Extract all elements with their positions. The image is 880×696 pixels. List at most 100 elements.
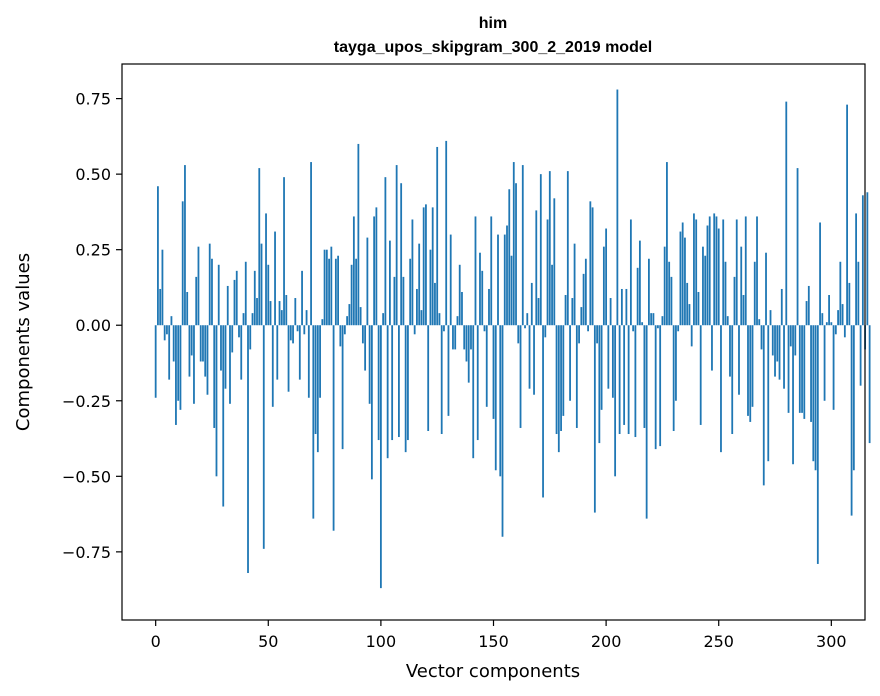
bar	[850, 325, 853, 516]
bar	[283, 177, 285, 326]
bar	[566, 171, 569, 326]
bar	[479, 252, 481, 326]
bar	[377, 325, 380, 441]
bar	[404, 325, 407, 453]
bar	[458, 264, 461, 326]
bar	[600, 325, 603, 410]
bar	[393, 276, 396, 326]
bar	[407, 325, 409, 441]
bar	[226, 285, 229, 326]
bar	[607, 325, 610, 389]
bar	[533, 325, 535, 395]
bar	[472, 325, 475, 459]
bar	[251, 313, 254, 326]
bar	[359, 307, 362, 326]
bar	[483, 325, 486, 332]
bar	[582, 273, 585, 326]
bar	[584, 258, 587, 326]
bar	[762, 325, 765, 486]
bar	[672, 325, 675, 431]
bar	[247, 325, 249, 574]
bar	[337, 255, 339, 326]
bar	[632, 325, 635, 332]
bar	[249, 325, 252, 350]
bar	[726, 316, 729, 326]
bar	[841, 304, 844, 326]
bar	[366, 237, 369, 326]
bar	[244, 261, 247, 326]
bar	[307, 325, 310, 398]
bar	[485, 325, 488, 407]
bar	[855, 213, 857, 326]
bar	[537, 298, 540, 326]
bar	[319, 325, 321, 398]
bar	[571, 298, 574, 326]
bar	[675, 325, 677, 401]
bar	[638, 240, 641, 326]
bar	[193, 325, 195, 404]
bar	[276, 325, 279, 380]
bar	[400, 183, 403, 326]
bar	[190, 325, 193, 356]
bar	[235, 270, 238, 326]
bar	[859, 325, 862, 386]
bar	[825, 322, 828, 326]
bar	[341, 325, 344, 450]
bar	[530, 282, 533, 326]
bar	[298, 325, 301, 380]
bar	[332, 325, 335, 531]
bar	[688, 304, 691, 326]
bar	[663, 246, 666, 326]
bar	[303, 325, 306, 335]
bar	[350, 264, 353, 326]
bar	[463, 325, 466, 350]
bar	[382, 313, 385, 326]
bar	[724, 261, 727, 326]
bar	[623, 325, 626, 425]
bar	[866, 192, 869, 326]
bar	[285, 295, 288, 326]
bar	[481, 270, 484, 326]
bar	[839, 261, 842, 326]
bar	[420, 310, 423, 326]
bar	[551, 264, 553, 326]
bar	[852, 325, 855, 471]
bar	[339, 325, 342, 347]
bar	[519, 325, 522, 428]
bar	[512, 162, 515, 326]
x-tick-label: 300	[816, 632, 847, 651]
bar	[199, 325, 202, 362]
bar	[348, 304, 351, 326]
bar	[229, 325, 231, 404]
bar	[708, 216, 711, 326]
bar	[693, 213, 695, 326]
bar	[161, 249, 164, 326]
bar	[409, 258, 412, 326]
bar	[569, 325, 571, 401]
bar	[832, 325, 835, 410]
bar	[722, 219, 725, 326]
bar	[440, 325, 443, 435]
bar	[476, 325, 479, 441]
bar	[681, 222, 684, 326]
bar	[769, 310, 772, 326]
x-tick-label: 0	[151, 632, 161, 651]
bar	[620, 288, 623, 326]
bar	[316, 325, 319, 453]
bar	[578, 325, 580, 344]
bar	[330, 246, 333, 326]
bar	[738, 325, 740, 395]
bar	[742, 295, 745, 326]
bar	[325, 249, 328, 326]
bar	[256, 298, 258, 326]
bar	[857, 261, 860, 326]
bar	[684, 237, 686, 326]
bar	[431, 207, 434, 326]
bar	[575, 325, 578, 428]
bar	[679, 231, 682, 326]
bar	[280, 310, 283, 326]
bar	[168, 325, 171, 380]
bar	[301, 270, 303, 326]
bar	[163, 325, 166, 341]
bar	[819, 222, 821, 326]
